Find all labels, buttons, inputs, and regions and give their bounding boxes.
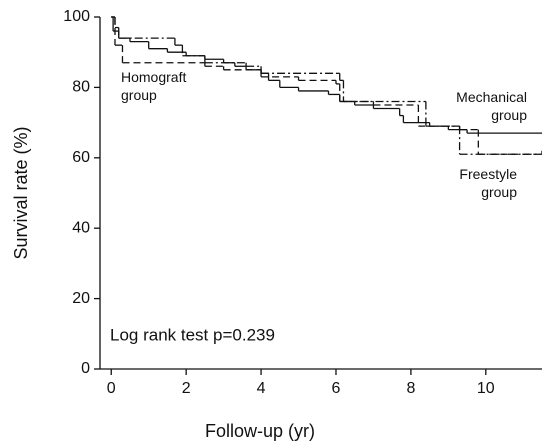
x-tick-label: 8 bbox=[406, 380, 415, 397]
y-tick-label: 100 bbox=[63, 8, 90, 25]
x-tick-label: 4 bbox=[257, 380, 266, 397]
y-tick-label: 80 bbox=[72, 79, 90, 96]
x-tick-label: 2 bbox=[182, 380, 191, 397]
y-tick-label: 0 bbox=[81, 360, 90, 377]
x-tick-label: 6 bbox=[332, 380, 341, 397]
x-tick-label: 0 bbox=[107, 380, 116, 397]
x-axis-label: Follow-up (yr) bbox=[205, 421, 315, 441]
y-tick-label: 20 bbox=[72, 290, 90, 307]
legend-label: Freestyle group bbox=[459, 166, 517, 200]
y-tick-label: 40 bbox=[72, 219, 90, 236]
legend-label: Mechanical group bbox=[456, 89, 527, 123]
y-axis-label: Survival rate (%) bbox=[11, 126, 31, 259]
y-tick-label: 60 bbox=[72, 149, 90, 166]
annotation: Log rank test p=0.239 bbox=[110, 325, 275, 344]
legend-label: Homograft group bbox=[121, 69, 186, 103]
x-tick-label: 10 bbox=[477, 380, 495, 397]
